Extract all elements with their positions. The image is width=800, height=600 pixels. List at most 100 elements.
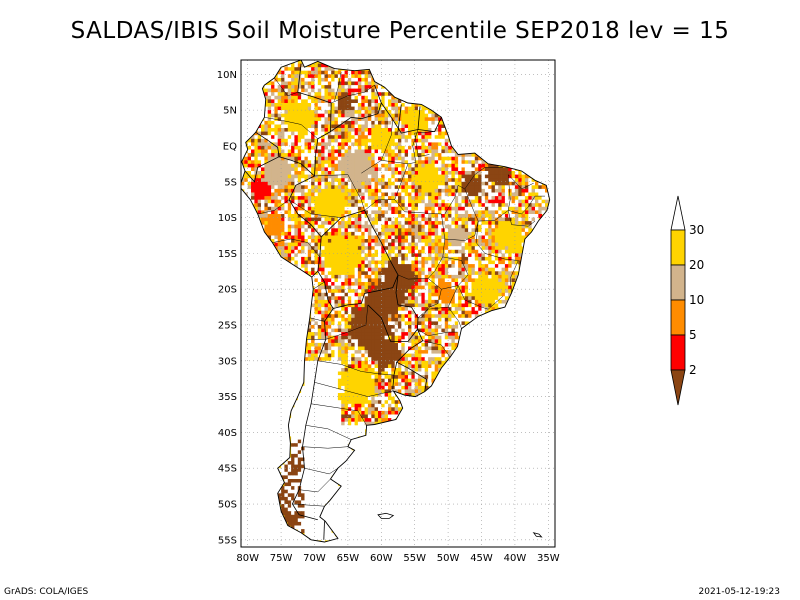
- field-cell: [344, 120, 349, 125]
- field-cell: [364, 199, 369, 204]
- field-cell: [344, 70, 349, 75]
- field-cell: [408, 267, 412, 272]
- field-cell: [401, 350, 405, 355]
- field-cell: [291, 88, 295, 93]
- field-cell: [411, 181, 416, 186]
- field-cell: [418, 135, 422, 140]
- field-cell: [514, 203, 519, 208]
- field-cell: [374, 299, 379, 304]
- field-cell: [347, 153, 352, 158]
- field-cell: [535, 185, 539, 190]
- field-cell: [401, 149, 405, 154]
- field-cell: [411, 188, 416, 193]
- field-cell: [374, 185, 379, 190]
- field-cell: [464, 246, 469, 251]
- field-cell: [351, 113, 355, 118]
- field-cell: [281, 106, 285, 111]
- field-cell: [398, 335, 402, 340]
- field-cell: [374, 99, 379, 104]
- field-cell: [304, 163, 309, 168]
- field-cell: [301, 135, 305, 140]
- field-cell: [411, 217, 416, 222]
- field-cell: [448, 267, 452, 272]
- field-cell: [357, 199, 362, 204]
- field-cell: [441, 342, 446, 347]
- field-cell: [327, 310, 332, 315]
- field-cell: [528, 206, 532, 211]
- field-cell: [351, 310, 355, 315]
- field-cell: [414, 296, 419, 301]
- field-cell: [361, 199, 365, 204]
- field-cell: [428, 110, 432, 115]
- field-cell: [357, 103, 362, 107]
- field-cell: [327, 153, 332, 158]
- field-cell: [391, 199, 395, 204]
- field-cell: [471, 307, 476, 312]
- field-cell: [438, 156, 442, 161]
- field-cell: [354, 95, 359, 100]
- field-cell: [391, 335, 395, 340]
- field-cell: [434, 203, 439, 208]
- field-cell: [347, 342, 352, 347]
- field-cell: [361, 224, 365, 229]
- field-cell: [367, 206, 372, 211]
- field-cell: [334, 335, 339, 340]
- field-cell: [264, 163, 269, 168]
- field-cell: [354, 303, 359, 308]
- field-cell: [418, 253, 422, 258]
- field-cell: [378, 321, 382, 326]
- field-cell: [334, 289, 339, 294]
- field-cell: [287, 156, 292, 161]
- field-cell: [297, 167, 302, 172]
- field-cell: [334, 124, 339, 129]
- field-cell: [357, 310, 362, 315]
- field-cell: [321, 256, 325, 261]
- field-cell: [301, 95, 305, 100]
- field-cell: [461, 188, 466, 193]
- field-cell: [334, 296, 339, 301]
- field-cell: [314, 85, 319, 90]
- field-cell: [441, 303, 446, 308]
- field-cell: [344, 106, 349, 111]
- field-cell: [274, 135, 279, 140]
- field-cell: [418, 196, 422, 201]
- field-cell: [448, 328, 452, 333]
- field-cell: [428, 292, 432, 297]
- field-cell: [404, 156, 409, 161]
- field-cell: [331, 239, 335, 243]
- field-cell: [494, 192, 499, 197]
- field-cell: [414, 278, 419, 283]
- field-cell: [351, 342, 355, 347]
- field-cell: [337, 271, 342, 276]
- field-cell: [291, 221, 295, 226]
- field-cell: [331, 224, 335, 229]
- field-cell: [324, 278, 329, 283]
- field-cell: [391, 242, 395, 247]
- field-cell: [307, 185, 312, 190]
- field-cell: [337, 317, 342, 322]
- field-cell: [367, 185, 372, 190]
- field-cell: [374, 260, 379, 265]
- field-cell: [374, 332, 379, 337]
- field-cell: [337, 124, 342, 129]
- field-cell: [441, 282, 446, 286]
- field-cell: [344, 267, 349, 272]
- field-cell: [324, 174, 329, 179]
- field-cell: [391, 95, 395, 100]
- field-cell: [461, 278, 466, 283]
- field-cell: [374, 242, 379, 247]
- field-cell: [294, 185, 299, 190]
- field-cell: [391, 325, 395, 329]
- field-cell: [314, 156, 319, 161]
- field-cell: [514, 196, 519, 201]
- field-cell: [331, 85, 335, 90]
- field-cell: [394, 303, 399, 308]
- field-cell: [444, 246, 449, 251]
- field-cell: [294, 239, 299, 243]
- field-cell: [454, 192, 459, 197]
- field-cell: [331, 274, 335, 279]
- field-cell: [294, 231, 299, 236]
- field-cell: [538, 199, 542, 204]
- field-cell: [334, 317, 339, 322]
- field-cell: [391, 160, 395, 165]
